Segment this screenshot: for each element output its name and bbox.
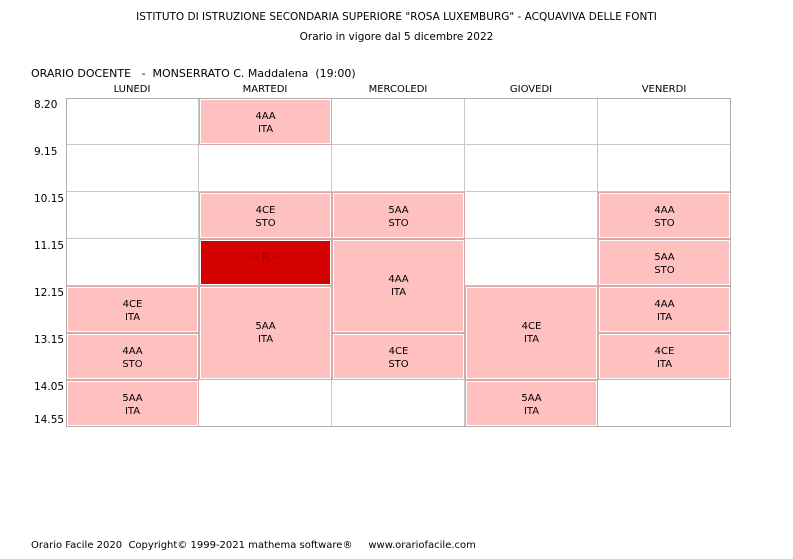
grid-cell xyxy=(199,380,332,427)
time-label: 8.20 xyxy=(34,99,58,111)
lesson-block[interactable]: 4CE STO xyxy=(332,333,465,380)
lesson-class: 4AA xyxy=(388,274,409,285)
lesson-block[interactable]: 5AA ITA xyxy=(199,286,332,380)
lesson-block[interactable]: 4CE ITA xyxy=(66,286,199,333)
time-label: 11.15 xyxy=(34,240,65,252)
grid-cell xyxy=(465,98,598,145)
lesson-subject: ITA xyxy=(257,124,274,135)
grid-cell xyxy=(465,145,598,192)
lesson-class: 4AA xyxy=(654,205,675,216)
grid-cell xyxy=(199,192,332,239)
grid-cell xyxy=(598,145,731,192)
lesson-subject: STO xyxy=(654,265,675,276)
time-label: 14.05 xyxy=(34,381,65,393)
lesson-subject: ITA xyxy=(656,359,673,370)
time-label: 10.15 xyxy=(34,193,65,205)
lesson-subject: STO xyxy=(255,218,276,229)
lesson-subject: ITA xyxy=(523,406,540,417)
time-label: 9.15 xyxy=(34,146,58,158)
grid-cell xyxy=(199,145,332,192)
lesson-class: 5AA xyxy=(654,252,675,263)
lesson-class: 4CE xyxy=(255,205,276,216)
lesson-subject: STO xyxy=(122,359,143,370)
day-header-giovedi: GIOVEDI xyxy=(509,84,553,95)
day-header-martedi: MARTEDI xyxy=(242,84,288,95)
grid-cell xyxy=(332,192,465,239)
validity-date: Orario in vigore dal 5 dicembre 2022 xyxy=(299,31,494,43)
lesson-subject: STO xyxy=(388,359,409,370)
lesson-class: 4AA xyxy=(255,111,276,122)
lesson-class: 5AA xyxy=(255,321,276,332)
lesson-block[interactable]: 5AA ITA xyxy=(465,380,598,427)
lesson-class: 4AA xyxy=(654,299,675,310)
lesson-block[interactable]: 5AA ITA xyxy=(66,380,199,427)
grid-cell xyxy=(66,286,199,333)
lesson-class: 4CE xyxy=(654,346,675,357)
lesson-class: 4CE xyxy=(122,299,143,310)
lesson-class: 5AA xyxy=(388,205,409,216)
lesson-block[interactable]: 5AA STO xyxy=(332,192,465,239)
lesson-block[interactable]: 4AA ITA xyxy=(332,239,465,333)
grid-cell xyxy=(465,239,598,286)
lesson-subject: ITA xyxy=(124,406,141,417)
lesson-block[interactable]: 4CE ITA xyxy=(598,333,731,380)
time-label: 12.15 xyxy=(34,287,65,299)
footer-copyright: Orario Facile 2020 Copyright© 1999-2021 … xyxy=(31,540,476,551)
grid-cell xyxy=(332,145,465,192)
lesson-block[interactable]: 4AA STO xyxy=(598,192,731,239)
lesson-block[interactable]: 5AA STO xyxy=(598,239,731,286)
time-label: 13.15 xyxy=(34,334,65,346)
lesson-subject: STO xyxy=(654,218,675,229)
lesson-block[interactable]: 4AA ITA xyxy=(199,98,332,145)
grid-cell xyxy=(66,192,199,239)
grid-cell xyxy=(598,380,731,427)
grid-cell xyxy=(465,192,598,239)
teacher-label: ORARIO DOCENTE - MONSERRATO C. Maddalena… xyxy=(31,67,356,80)
lesson-class: 4CE xyxy=(521,321,542,332)
grid-cell xyxy=(332,286,465,333)
lesson-block[interactable]: 4CE STO xyxy=(199,192,332,239)
day-header-venerdi: VENERDI xyxy=(641,84,687,95)
lesson-subject: ITA xyxy=(656,312,673,323)
lesson-subject: STO xyxy=(388,218,409,229)
lesson-block[interactable]: 4AA STO xyxy=(66,333,199,380)
lesson-class: -- R -- xyxy=(251,252,280,263)
grid-cell xyxy=(199,98,332,145)
grid-cell xyxy=(66,239,199,286)
grid-cell xyxy=(465,333,598,380)
lesson-class: 4AA xyxy=(122,346,143,357)
lesson-subject: ITA xyxy=(124,312,141,323)
lesson-subject: ITA xyxy=(523,334,540,345)
grid-cell xyxy=(598,98,731,145)
grid-cell xyxy=(332,380,465,427)
timetable-grid: 4AA ITA 4CE STO -- R -- 5AA ITA 4CE ITA 4AA STO 5AA… xyxy=(66,98,731,427)
grid-cell xyxy=(66,333,199,380)
grid-cell xyxy=(66,145,199,192)
day-header-mercoledi: MERCOLEDI xyxy=(368,84,428,95)
lesson-block[interactable]: 4AA ITA xyxy=(598,286,731,333)
grid-cell xyxy=(332,333,465,380)
lesson-class: 5AA xyxy=(122,393,143,404)
lesson-class: 4CE xyxy=(388,346,409,357)
lesson-subject: ITA xyxy=(390,287,407,298)
lesson-subject: ITA xyxy=(257,334,274,345)
grid-cell xyxy=(199,333,332,380)
reserved-slot[interactable]: -- R -- xyxy=(199,239,332,286)
lesson-class: 5AA xyxy=(521,393,542,404)
school-title: ISTITUTO DI ISTRUZIONE SECONDARIA SUPERI… xyxy=(136,11,657,23)
time-label: 14.55 xyxy=(34,414,65,426)
grid-cell xyxy=(199,239,332,286)
lesson-block[interactable]: 4CE ITA xyxy=(465,286,598,380)
grid-cell xyxy=(66,98,199,145)
grid-cell xyxy=(332,98,465,145)
day-header-lunedi: LUNEDI xyxy=(113,84,151,95)
